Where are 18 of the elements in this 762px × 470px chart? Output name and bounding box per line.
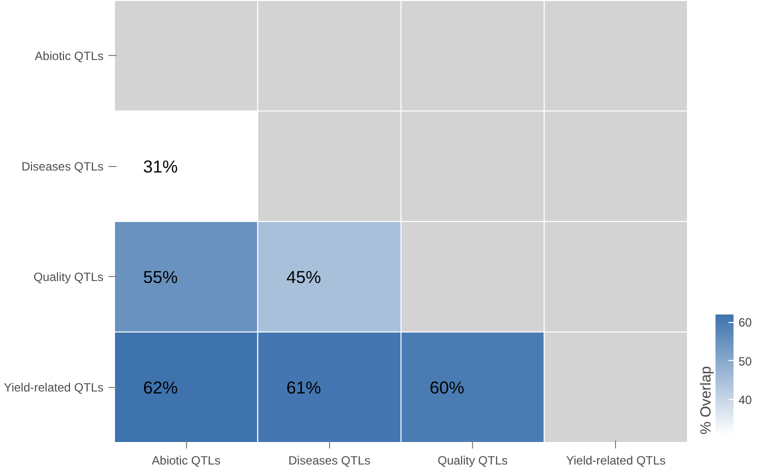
data-label: 31% (143, 156, 178, 176)
color-bar-label: 60 (738, 316, 752, 330)
data-label: 62% (143, 377, 178, 398)
x-tick-label: Diseases QTLs (288, 454, 370, 468)
y-tick-label: Quality QTLs (33, 270, 104, 284)
x-tick-label: Yield-related QTLs (566, 454, 666, 468)
data-label: 55% (143, 266, 178, 287)
y-tick-label: Diseases QTLs (21, 159, 104, 174)
x-tick-label: Abiotic QTLs (152, 454, 220, 468)
color-bar-label: 50 (738, 354, 752, 368)
y-tick-label: Abiotic QTLs (34, 48, 104, 63)
x-tick-label: Quality QTLs (438, 454, 508, 468)
data-label: 61% (286, 377, 322, 398)
color-bar-label: 40 (738, 393, 752, 408)
data-label: 45% (286, 266, 322, 287)
color-bar-title: % Overlap (698, 366, 714, 434)
y-tick-label: Yield-related QTLs (4, 380, 104, 394)
data-label: 60% (430, 377, 464, 398)
